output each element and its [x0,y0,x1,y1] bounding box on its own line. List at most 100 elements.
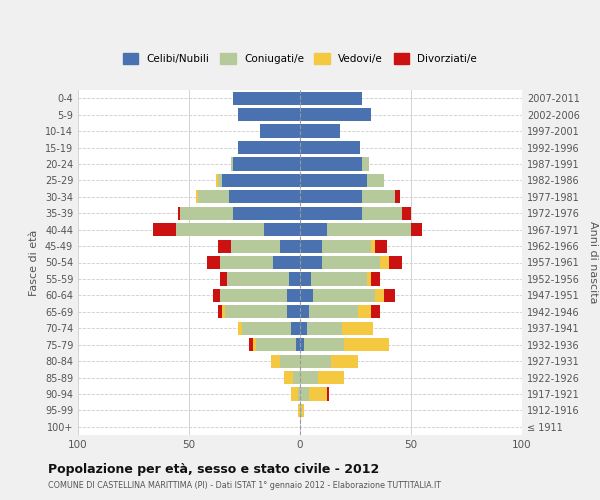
Bar [300,338,304,351]
Bar [222,305,224,318]
Bar [300,354,331,368]
Bar [220,272,227,285]
Bar [367,272,371,285]
Bar [284,371,293,384]
Bar [233,92,300,105]
Bar [371,305,380,318]
Bar [300,206,362,220]
Bar [274,256,300,269]
Bar [313,289,376,302]
Bar [220,289,287,302]
Bar [371,240,376,252]
Bar [260,124,300,138]
Bar [271,354,280,368]
Bar [300,141,360,154]
Bar [220,256,274,269]
Bar [196,190,198,203]
Bar [380,256,389,269]
Bar [300,92,362,105]
Bar [178,206,180,220]
Bar [300,158,362,170]
Bar [300,305,309,318]
Bar [223,174,300,187]
Bar [214,289,220,302]
Bar [176,223,265,236]
Bar [304,338,344,351]
Bar [362,206,402,220]
Bar [291,322,300,335]
Bar [358,305,371,318]
Bar [300,124,340,138]
Bar [326,223,411,236]
Bar [309,305,358,318]
Bar [300,289,313,302]
Bar [280,240,300,252]
Bar [289,272,300,285]
Bar [218,305,223,318]
Y-axis label: Fasce di età: Fasce di età [29,230,39,296]
Bar [309,388,326,400]
Bar [300,388,309,400]
Bar [231,158,233,170]
Bar [227,272,289,285]
Bar [238,141,300,154]
Bar [362,190,395,203]
Bar [242,322,291,335]
Bar [307,322,342,335]
Bar [322,240,371,252]
Bar [231,240,280,252]
Bar [331,354,358,368]
Bar [385,289,395,302]
Bar [376,240,386,252]
Bar [300,223,326,236]
Bar [238,108,300,121]
Bar [298,388,300,400]
Bar [371,272,380,285]
Bar [302,404,304,417]
Bar [344,338,389,351]
Bar [300,190,362,203]
Bar [233,158,300,170]
Bar [326,388,329,400]
Bar [395,190,400,203]
Bar [207,256,220,269]
Bar [322,256,380,269]
Legend: Celibi/Nubili, Coniugati/e, Vedovi/e, Divorziati/e: Celibi/Nubili, Coniugati/e, Vedovi/e, Di… [119,50,481,68]
Bar [300,404,302,417]
Bar [389,256,402,269]
Bar [367,174,385,187]
Bar [300,174,367,187]
Bar [402,206,411,220]
Bar [293,371,300,384]
Bar [198,190,229,203]
Y-axis label: Anni di nascita: Anni di nascita [588,221,598,304]
Bar [287,305,300,318]
Bar [180,206,233,220]
Bar [300,371,318,384]
Bar [229,190,300,203]
Bar [265,223,300,236]
Bar [287,289,300,302]
Bar [300,272,311,285]
Bar [215,174,218,187]
Text: COMUNE DI CASTELLINA MARITTIMA (PI) - Dati ISTAT 1° gennaio 2012 - Elaborazione : COMUNE DI CASTELLINA MARITTIMA (PI) - Da… [48,481,441,490]
Bar [411,223,422,236]
Bar [291,388,298,400]
Bar [280,354,300,368]
Bar [318,371,344,384]
Bar [224,305,287,318]
Bar [238,322,242,335]
Bar [296,338,300,351]
Bar [376,289,385,302]
Bar [342,322,373,335]
Bar [218,240,231,252]
Bar [300,256,322,269]
Bar [253,338,256,351]
Bar [311,272,367,285]
Bar [249,338,253,351]
Bar [218,174,223,187]
Bar [300,108,371,121]
Bar [300,322,307,335]
Bar [298,404,300,417]
Bar [300,240,322,252]
